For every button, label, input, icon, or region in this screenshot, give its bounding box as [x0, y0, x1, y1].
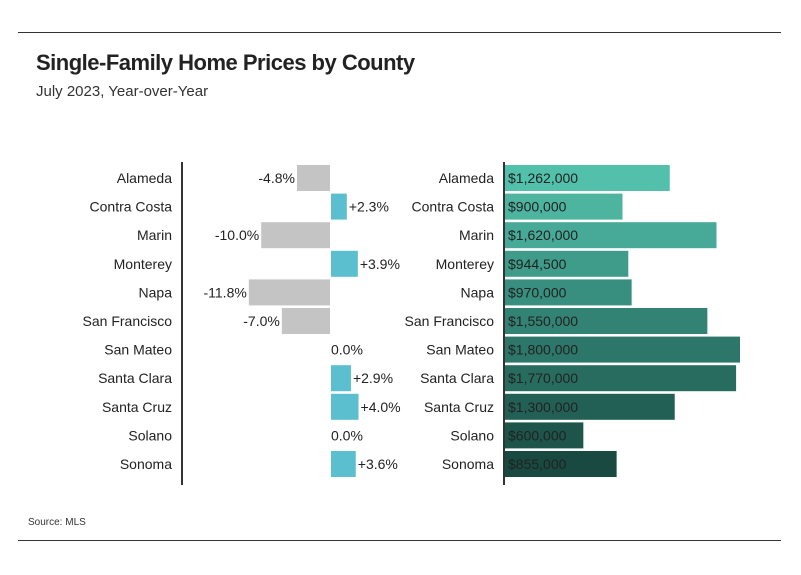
right-category-label-sonoma: Sonoma [442, 456, 494, 472]
yoy-value-label-san-mateo: 0.0% [331, 342, 363, 358]
yoy-bar-santa-clara [331, 365, 351, 392]
yoy-value-label-marin: -10.0% [215, 227, 259, 243]
price-value-label-marin: $1,620,000 [508, 227, 578, 243]
left-category-label-marin: Marin [137, 227, 172, 243]
yoy-bar-monterey [331, 250, 358, 277]
median-price-chart: Alameda $1,262,000 Contra Costa $900,000 Mar… [405, 162, 740, 485]
price-bar-san-mateo [505, 336, 740, 363]
right-category-label-contra-costa: Contra Costa [412, 199, 495, 215]
price-bar-sonoma [505, 451, 617, 477]
right-category-label-marin: Marin [459, 227, 494, 243]
price-bar-napa [505, 279, 632, 306]
source-note: Source: MLS [28, 517, 86, 528]
price-bar-santa-clara [505, 365, 737, 392]
price-value-label-monterey: $944,500 [508, 256, 567, 272]
price-bar-alameda [505, 165, 670, 191]
price-bar-san-francisco [505, 308, 708, 334]
price-bar-contra-costa [505, 193, 623, 220]
left-category-label-san-mateo: San Mateo [104, 342, 172, 358]
price-value-label-solano: $600,000 [508, 427, 567, 443]
right-category-label-napa: Napa [461, 284, 495, 300]
bottom-rule [18, 540, 781, 541]
yoy-bar-napa [248, 279, 330, 306]
right-category-label-alameda: Alameda [439, 170, 494, 186]
yoy-value-label-napa: -11.8% [203, 284, 246, 300]
price-value-label-santa-clara: $1,770,000 [508, 370, 578, 386]
left-category-label-sonoma: Sonoma [120, 456, 172, 472]
right-category-label-santa-cruz: Santa Cruz [424, 399, 494, 415]
yoy-bar-contra-costa [331, 193, 347, 220]
right-category-label-monterey: Monterey [436, 256, 494, 272]
yoy-value-label-solano: 0.0% [331, 427, 363, 443]
price-value-label-napa: $970,000 [508, 284, 567, 300]
yoy-bar-marin [261, 222, 330, 249]
left-category-label-contra-costa: Contra Costa [90, 199, 173, 215]
left-category-label-santa-clara: Santa Clara [98, 370, 172, 386]
left-category-label-solano: Solano [128, 427, 172, 443]
yoy-value-label-santa-clara: +2.9% [353, 370, 393, 386]
right-category-label-solano: Solano [450, 427, 494, 443]
price-value-label-alameda: $1,262,000 [508, 170, 578, 186]
price-value-label-sonoma: $855,000 [508, 456, 567, 472]
right-category-label-santa-clara: Santa Clara [420, 370, 494, 386]
yoy-bar-alameda [296, 165, 330, 191]
yoy-value-label-san-francisco: -7.0% [243, 313, 280, 329]
price-bar-solano [505, 422, 584, 449]
yoy-bar-sonoma [331, 451, 356, 477]
yoy-value-label-alameda: -4.8% [258, 170, 295, 186]
left-category-label-alameda: Alameda [117, 170, 172, 186]
price-bar-monterey [505, 250, 629, 277]
yoy-value-label-monterey: +3.9% [360, 256, 400, 272]
yoy-value-label-santa-cruz: +4.0% [361, 399, 401, 415]
yoy-change-chart: Alameda -4.8% Contra Costa +2.3% Marin -10.0%… [83, 162, 401, 485]
price-bar-marin [505, 222, 717, 249]
price-value-label-contra-costa: $900,000 [508, 199, 567, 215]
price-value-label-san-mateo: $1,800,000 [508, 342, 578, 358]
chart-title: Single-Family Home Prices by County [36, 50, 415, 75]
top-rule [18, 32, 781, 33]
chart-subtitle: July 2023, Year-over-Year [36, 83, 209, 100]
left-category-label-napa: Napa [139, 284, 173, 300]
left-category-label-monterey: Monterey [114, 256, 172, 272]
price-value-label-santa-cruz: $1,300,000 [508, 399, 578, 415]
yoy-bar-santa-cruz [331, 393, 359, 420]
price-value-label-san-francisco: $1,550,000 [508, 313, 578, 329]
right-category-label-san-mateo: San Mateo [426, 342, 494, 358]
left-category-label-san-francisco: San Francisco [83, 313, 173, 329]
right-category-label-san-francisco: San Francisco [405, 313, 495, 329]
yoy-value-label-sonoma: +3.6% [358, 456, 398, 472]
yoy-value-label-contra-costa: +2.3% [349, 199, 389, 215]
yoy-bar-san-francisco [281, 308, 330, 334]
price-bar-santa-cruz [505, 393, 675, 420]
left-category-label-santa-cruz: Santa Cruz [102, 399, 172, 415]
